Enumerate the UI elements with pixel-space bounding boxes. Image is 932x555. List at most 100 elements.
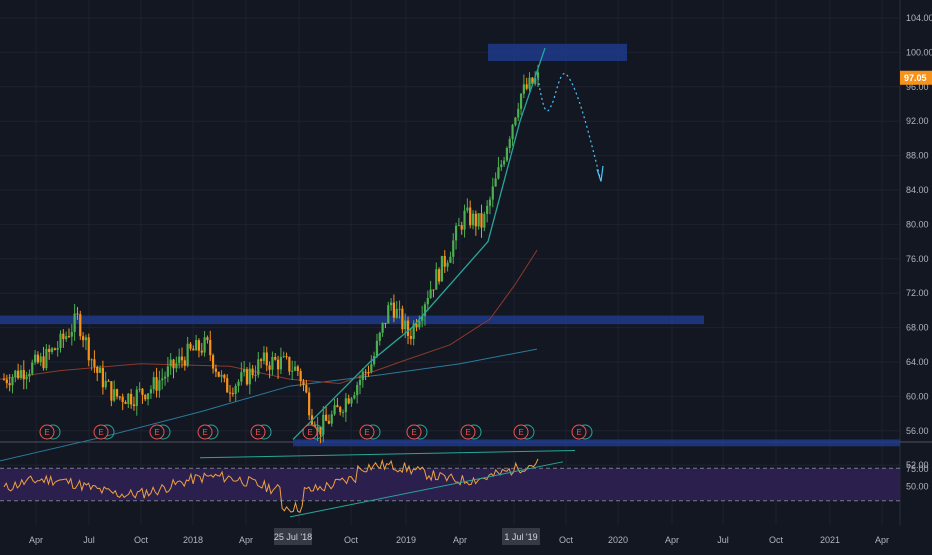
earnings-marker-circle	[149, 424, 165, 440]
candle-body	[79, 314, 82, 337]
candle-body	[426, 298, 429, 305]
earnings-marker[interactable]: E	[302, 424, 324, 440]
candle-body	[209, 340, 212, 356]
candle-body	[483, 213, 486, 228]
candle-body	[223, 374, 226, 379]
support-zone	[293, 439, 900, 447]
y-tick-label: 56.00	[906, 426, 929, 436]
last-price-tag	[900, 70, 932, 85]
candle-body	[262, 352, 266, 361]
trendline-layer[interactable]	[292, 47, 546, 440]
candle-body	[446, 262, 449, 267]
candle-body	[285, 356, 288, 358]
candle-body	[373, 356, 376, 365]
candle-body	[387, 305, 390, 324]
candle-body	[53, 348, 56, 350]
range-start-label: 25 Jul '18	[274, 532, 312, 542]
candle-body	[339, 407, 342, 413]
x-tick-label: Apr	[875, 535, 889, 545]
earnings-marker[interactable]: E	[149, 424, 171, 440]
earnings-marker[interactable]: E	[406, 424, 428, 440]
candle-body	[457, 225, 460, 227]
x-tick-label: Oct	[344, 535, 359, 545]
candle-body	[302, 381, 305, 386]
earnings-marker[interactable]: E	[571, 424, 593, 440]
rsi-lower-trendline	[289, 461, 564, 518]
range-start-label-bg	[274, 528, 312, 545]
candle-body	[158, 380, 161, 391]
candle-body	[395, 308, 398, 318]
candle-body	[316, 426, 319, 432]
candle-body	[279, 357, 282, 370]
candle-body	[308, 392, 311, 416]
candle-body	[130, 393, 133, 405]
candle-body	[240, 372, 243, 382]
earnings-marker[interactable]: E	[197, 424, 219, 440]
candle-body	[183, 360, 186, 366]
candle-body	[237, 381, 240, 386]
x-tick-label: 2019	[396, 535, 416, 545]
candle-body	[324, 414, 328, 421]
candle-body	[494, 178, 497, 187]
candle-body	[330, 414, 333, 424]
candle-body	[251, 368, 254, 376]
candle-body	[203, 337, 206, 353]
candle-body	[155, 377, 158, 391]
candle-body	[180, 356, 184, 361]
candle-body	[192, 348, 195, 351]
candle-body	[132, 404, 136, 407]
earnings-marker-circle	[571, 424, 587, 440]
candle-body	[65, 336, 68, 340]
candle-body	[17, 370, 20, 379]
candle-body	[22, 370, 25, 380]
y-tick-label: 84.00	[906, 185, 929, 195]
candle-body	[418, 320, 421, 328]
candle-body	[435, 269, 438, 290]
earnings-marker[interactable]: E	[93, 424, 115, 440]
candle-body	[195, 340, 198, 351]
candle-body	[110, 381, 113, 401]
candle-body	[248, 368, 251, 385]
candle-body	[333, 405, 336, 415]
earnings-marker[interactable]: E	[359, 424, 381, 440]
candle-body	[536, 72, 540, 79]
candle-body	[220, 374, 223, 377]
candle-body	[319, 426, 322, 435]
earnings-marker[interactable]: E	[39, 424, 61, 440]
x-tick-label: Apr	[239, 535, 253, 545]
candle-body	[234, 385, 237, 394]
candle-body	[50, 348, 54, 353]
candle-body	[505, 148, 509, 161]
candle-body	[189, 343, 192, 349]
rsi-layer	[0, 449, 900, 518]
candle-body	[327, 420, 331, 424]
candle-body	[488, 199, 492, 206]
candle-body	[534, 78, 537, 84]
earnings-marker[interactable]: E	[460, 424, 482, 440]
range-end-label-bg	[502, 528, 540, 545]
y-tick-label: 72.00	[906, 288, 929, 298]
candle-body	[353, 395, 356, 399]
earnings-marker-label: E	[576, 428, 581, 437]
earnings-marker-label: E	[465, 428, 470, 437]
y-tick-label: 88.00	[906, 151, 929, 161]
candle-body	[70, 331, 73, 337]
candle-body	[76, 313, 79, 315]
candle-body	[121, 396, 124, 402]
candle-body	[480, 213, 483, 228]
earnings-marker[interactable]: E	[513, 424, 535, 440]
candle-body	[344, 398, 347, 413]
candle-body	[82, 336, 85, 341]
x-tick-label: Apr	[665, 535, 679, 545]
candle-body	[511, 124, 514, 140]
candle-layer[interactable]	[2, 64, 540, 444]
candle-body	[14, 370, 17, 378]
earnings-marker[interactable]: E	[250, 424, 272, 440]
candle-body	[356, 384, 359, 396]
candle-body	[67, 336, 71, 338]
candle-body	[341, 412, 345, 414]
